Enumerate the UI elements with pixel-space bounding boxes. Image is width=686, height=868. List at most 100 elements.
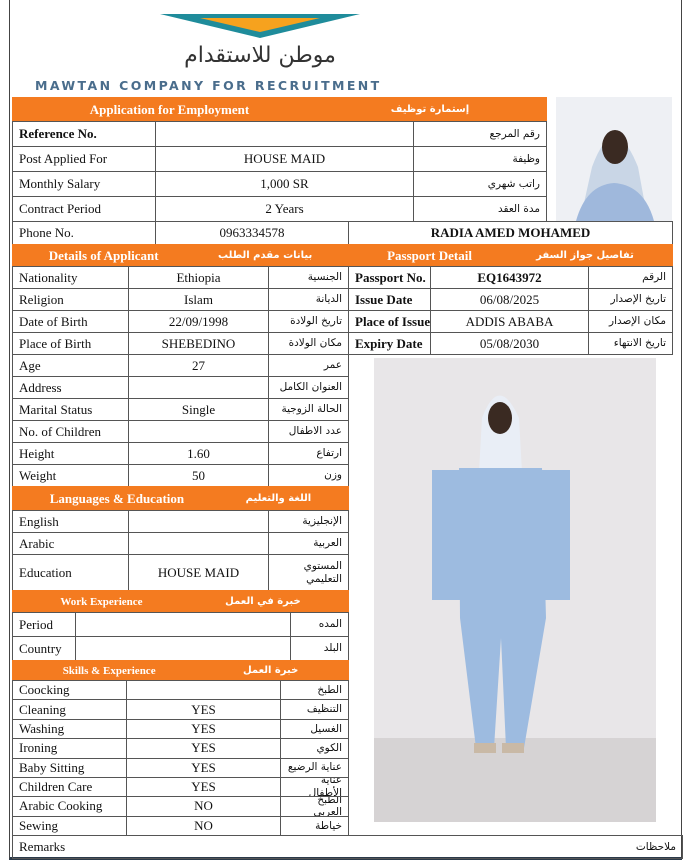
field-label: Arabic Cooking — [12, 796, 127, 817]
remarks-row — [12, 835, 683, 859]
field-value: SHEBEDINO — [128, 332, 269, 355]
field-label-ar: الحالة الزوجية — [268, 398, 349, 421]
field-label-ar: العنوان الكامل — [268, 376, 349, 399]
field-label-ar: الطبخ — [280, 680, 349, 701]
field-label-ar: رقم المرجع — [413, 121, 547, 147]
field-label: Country — [12, 636, 76, 661]
field-label: Remarks — [19, 839, 66, 854]
field-label-ar: مدة العقد — [413, 196, 547, 222]
section-title-ar: بيانات مقدم الطلب — [218, 250, 313, 261]
field-value: 06/08/2025 — [430, 288, 589, 311]
field-label: No. of Children — [12, 420, 129, 443]
field-label: Monthly Salary — [12, 171, 156, 197]
field-label-ar: عناية الرضيع — [280, 757, 349, 778]
field-value: Ethiopia — [128, 266, 269, 289]
field-label-ar: الرقم — [588, 266, 673, 289]
field-label: Post Applied For — [12, 146, 156, 172]
field-value — [128, 376, 269, 399]
field-label-ar: راتب شهري — [413, 171, 547, 197]
field-value: NO — [126, 796, 281, 817]
field-value — [128, 510, 269, 533]
field-label-ar: الكوي — [280, 738, 349, 759]
field-value: 27 — [128, 354, 269, 377]
section-title: Passport Detail — [387, 247, 472, 263]
field-value: 0963334578 — [155, 221, 349, 245]
field-label: Washing — [12, 718, 127, 740]
section-title-ar: خبرة العمل — [242, 665, 299, 676]
field-label: Baby Sitting — [12, 757, 127, 778]
small-photo — [556, 97, 672, 221]
field-value — [75, 612, 291, 637]
section-header: Details of Applicant بيانات مقدم الطلب — [12, 244, 349, 267]
field-label-ar: عدد الاطفال — [268, 420, 349, 443]
field-label-ar: المستوي التعليمي — [268, 554, 349, 591]
field-value: HOUSE MAID — [155, 146, 414, 172]
field-label-ar: تاريخ الانتهاء — [588, 332, 673, 355]
field-value: 50 — [128, 464, 269, 487]
field-label: Education — [12, 554, 129, 591]
field-value — [126, 680, 281, 701]
field-label: Religion — [12, 288, 129, 311]
section-title-ar: خبرة في العمل — [225, 596, 301, 607]
field-label-ar: الجنسية — [268, 266, 349, 289]
field-value: YES — [126, 757, 281, 778]
section-header: Application for Employment إستمارة توظيف — [12, 97, 547, 122]
logo: موطن للاستقدام — [160, 14, 360, 68]
field-label-ar: وزن — [268, 464, 349, 487]
field-label-ar: وظيفة — [413, 146, 547, 172]
field-label: Arabic — [12, 532, 129, 555]
field-label: Sewing — [12, 815, 127, 836]
field-value: YES — [126, 699, 281, 720]
field-label: Place of Issue — [348, 310, 431, 333]
field-label: Phone No. — [12, 221, 156, 245]
field-label: Coocking — [12, 680, 127, 701]
field-value: 2 Years — [155, 196, 414, 222]
field-label: Age — [12, 354, 129, 377]
field-label-ar: مكان الإصدار — [588, 310, 673, 333]
applicant-name: RADIA AMED MOHAMED — [348, 221, 673, 245]
field-label: Nationality — [12, 266, 129, 289]
field-label: Place of Birth — [12, 332, 129, 355]
field-value: YES — [126, 776, 281, 798]
field-label-ar: ارتفاع — [268, 442, 349, 465]
field-label-ar: عمر — [268, 354, 349, 377]
section-header: Passport Detail تفاصيل جواز السفر — [348, 244, 673, 267]
section-title: Languages & Education — [49, 490, 185, 506]
field-label: English — [12, 510, 129, 533]
field-label-ar: خياطة — [280, 815, 349, 836]
field-label: Weight — [12, 464, 129, 487]
field-label-ar: الإنجليزية — [268, 510, 349, 533]
field-label: Issue Date — [348, 288, 431, 311]
field-label: Cleaning — [12, 699, 127, 720]
section-title-ar: إستمارة توظيف — [390, 104, 470, 115]
section-header: Work Experience خبرة في العمل — [12, 590, 349, 613]
field-label-ar: تاريخ الولادة — [268, 310, 349, 333]
field-label-ar: عناية الأطفال — [280, 776, 349, 798]
section-header: Skills & Experience خبرة العمل — [12, 660, 349, 681]
field-label: Address — [12, 376, 129, 399]
field-label-ar: الديانة — [268, 288, 349, 311]
section-title-ar: تفاصيل جواز السفر — [536, 250, 634, 261]
field-label: Children Care — [12, 776, 127, 798]
field-label: Passport No. — [348, 266, 431, 289]
field-value: YES — [126, 718, 281, 740]
field-value: ADDIS ABABA — [430, 310, 589, 333]
field-value: 1,000 SR — [155, 171, 414, 197]
field-value — [75, 636, 291, 661]
field-value — [128, 420, 269, 443]
field-label-ar: العربية — [268, 532, 349, 555]
section-header: Languages & Education اللغة والتعليم — [12, 486, 349, 511]
logo-arabic: موطن للاستقدام — [184, 43, 336, 68]
field-label: Date of Birth — [12, 310, 129, 333]
field-label: Height — [12, 442, 129, 465]
field-label-ar: المده — [290, 612, 349, 637]
field-value: HOUSE MAID — [128, 554, 269, 591]
field-label: Expiry Date — [348, 332, 431, 355]
field-label: Ironing — [12, 738, 127, 759]
field-label-ar: مكان الولادة — [268, 332, 349, 355]
field-value — [155, 121, 414, 147]
field-label-ar: ملاحظات — [635, 840, 676, 853]
field-label: Period — [12, 612, 76, 637]
field-value: YES — [126, 738, 281, 759]
